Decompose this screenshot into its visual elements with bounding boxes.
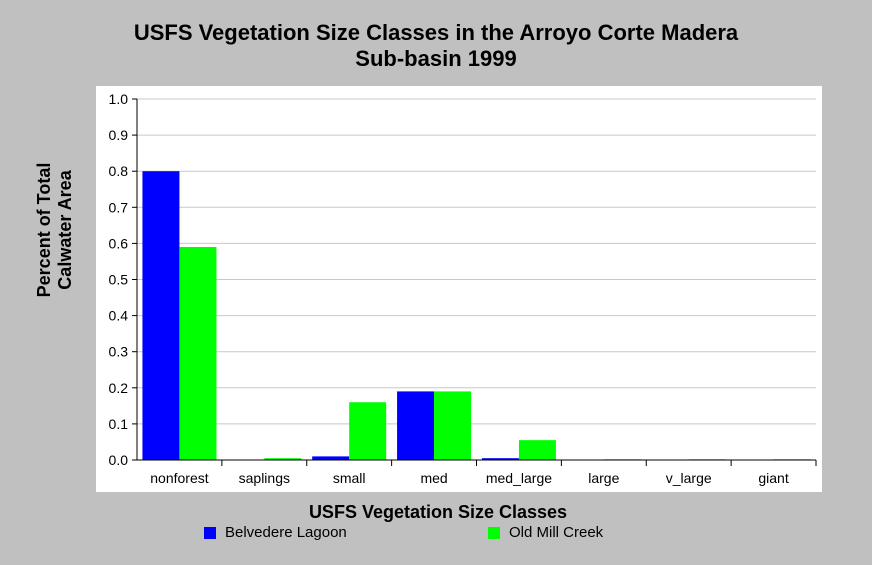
y-tick-label: 0.3 <box>109 344 129 360</box>
y-tick-label: 1.0 <box>109 91 129 107</box>
bar-belvedere-lagoon-nonforest <box>142 171 180 460</box>
bar-old-mill-creek-med-large <box>518 440 556 460</box>
y-axis-title-line-2: Calwater Area <box>55 169 75 289</box>
legend-item-belvedere-lagoon: Belvedere Lagoon <box>204 524 347 541</box>
y-tick-label: 0.5 <box>109 272 129 288</box>
x-tick-label-med: med <box>420 470 447 486</box>
bar-old-mill-creek-nonforest <box>179 247 217 460</box>
chart-title-line-1: USFS Vegetation Size Classes in the Arro… <box>133 20 739 45</box>
chart-title-line-2: Sub-basin 1999 <box>355 46 517 71</box>
y-tick-label: 0.8 <box>109 163 129 179</box>
chart-title: USFS Vegetation Size Classes in the Arro… <box>0 20 872 72</box>
legend-swatch-old-mill-creek <box>488 526 500 539</box>
bar-belvedere-lagoon-med-large <box>481 458 519 460</box>
legend-label-belvedere-lagoon: Belvedere Lagoon <box>225 524 347 541</box>
x-tick-label-small: small <box>333 470 366 486</box>
y-tick-label: 0.1 <box>109 416 129 432</box>
axes: 0.0 0.1 0.2 0.3 0.4 0.5 0.6 0.7 0.8 0.9 1.0 nonfore… <box>109 91 817 486</box>
legend-label-old-mill-creek: Old Mill Creek <box>509 524 604 541</box>
x-tick-label-large: large <box>588 470 619 486</box>
bars <box>142 171 811 461</box>
y-axis-title-line-1: Percent of Total <box>34 163 54 298</box>
bar-old-mill-creek-med <box>434 391 472 460</box>
x-axis-title: USFS Vegetation Size Classes <box>309 502 567 522</box>
legend-swatch-belvedere-lagoon <box>204 526 216 539</box>
y-tick-label: 0.7 <box>109 199 129 215</box>
y-tick-label: 0.0 <box>109 452 129 468</box>
bar-old-mill-creek-small <box>349 402 387 460</box>
y-tick-label: 0.4 <box>109 308 129 324</box>
y-tick-label: 0.9 <box>109 127 129 143</box>
y-tick-label: 0.2 <box>109 380 129 396</box>
bar-old-mill-creek-saplings <box>264 458 302 460</box>
legend-item-old-mill-creek: Old Mill Creek <box>488 524 603 541</box>
x-tick-label-v-large: v_large <box>666 470 712 486</box>
x-tick-label-nonforest: nonforest <box>150 470 208 486</box>
bar-belvedere-lagoon-med <box>397 391 435 460</box>
bar-belvedere-lagoon-small <box>312 456 350 460</box>
grid-lines <box>137 98 816 425</box>
x-tick-label-giant: giant <box>758 470 788 486</box>
x-tick-label-saplings: saplings <box>239 470 290 486</box>
x-tick-label-med-large: med_large <box>486 470 552 486</box>
legend: Belvedere Lagoon Old Mill Creek <box>0 524 872 548</box>
y-tick-label: 0.6 <box>109 235 129 251</box>
